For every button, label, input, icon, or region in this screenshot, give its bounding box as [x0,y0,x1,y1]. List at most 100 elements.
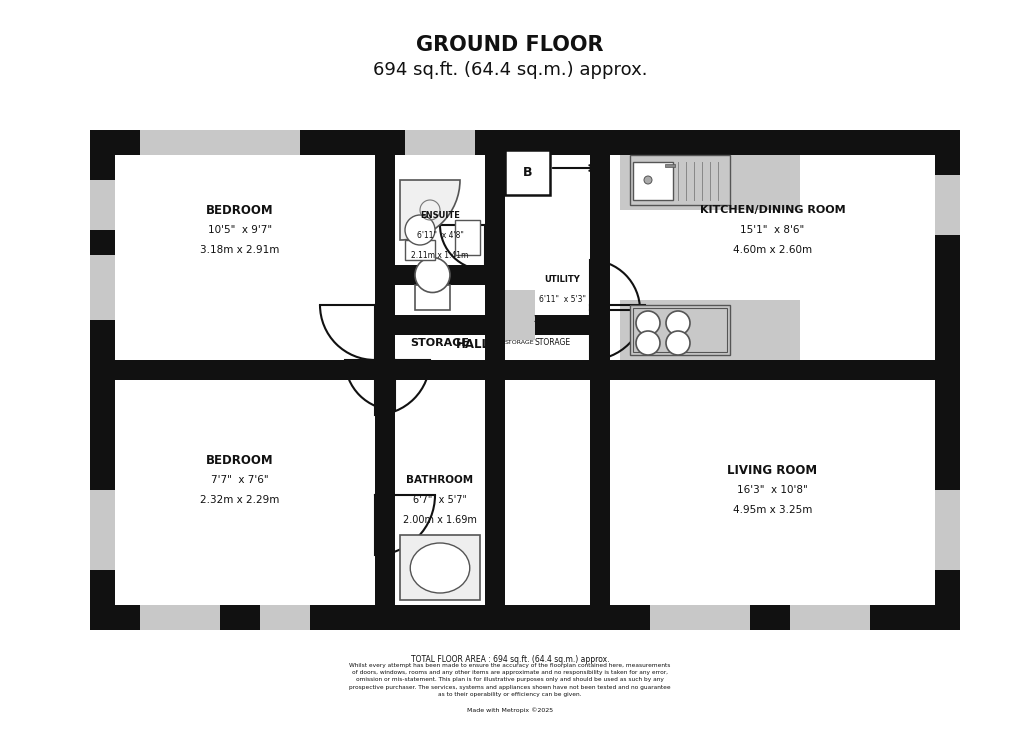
Bar [90,605,959,630]
Ellipse shape [410,543,470,593]
Bar [394,265,484,285]
Bar [504,315,589,335]
Bar [504,150,549,195]
Bar [394,380,484,605]
Ellipse shape [405,215,434,245]
Bar [90,130,959,630]
Bar [260,605,310,630]
Bar [633,308,727,352]
Text: HALL: HALL [455,338,489,352]
Text: STORAGE: STORAGE [504,340,534,345]
Bar [504,155,589,360]
Bar [140,130,300,155]
Bar [620,300,799,360]
Bar [375,495,394,555]
Bar [90,260,115,320]
Bar [664,164,675,167]
Bar [115,380,375,605]
Text: 16'3"  x 10'8": 16'3" x 10'8" [737,485,807,495]
Bar [375,295,394,350]
Bar [620,155,799,210]
Wedge shape [399,180,460,240]
Text: 2.11m x 1.60m: 2.11m x 1.60m [533,316,591,325]
Bar [609,360,934,380]
Text: BATHROOM: BATHROOM [406,475,473,485]
Bar [394,315,484,335]
Bar [140,605,220,630]
Bar [609,380,934,605]
Text: B: B [522,166,532,179]
Text: 4.95m x 3.25m: 4.95m x 3.25m [732,505,811,515]
Bar [140,605,239,632]
Text: 2.11m x 1.41m: 2.11m x 1.41m [411,251,468,260]
Bar [405,240,434,260]
Text: BEDROOM: BEDROOM [206,454,273,466]
Bar [484,130,504,630]
Bar [630,125,790,155]
Circle shape [665,311,689,335]
Bar [90,130,959,155]
Bar [589,130,609,630]
Text: 6'11"  x 4'8": 6'11" x 4'8" [416,230,463,239]
Bar [90,180,115,230]
Text: ENSUITE: ENSUITE [420,211,460,220]
Bar [504,335,589,360]
Bar [90,490,115,570]
Bar [630,305,730,355]
Bar [115,360,375,380]
Text: 2.00m x 1.69m: 2.00m x 1.69m [403,515,477,525]
Ellipse shape [415,257,449,292]
Text: STORAGE: STORAGE [534,338,570,347]
Bar [375,130,394,630]
Bar [415,285,449,310]
Bar [904,360,959,380]
Bar [504,360,589,380]
Bar [934,175,959,235]
Bar [399,535,480,600]
Bar [934,180,964,230]
Bar [160,125,280,155]
Bar [90,255,115,305]
Bar [90,130,115,630]
Bar [504,290,535,340]
Bar [934,180,959,255]
Text: 4.60m x 2.60m: 4.60m x 2.60m [733,245,811,255]
Text: 6'11"  x 5'3": 6'11" x 5'3" [538,296,586,304]
Bar [649,605,749,630]
Bar [589,295,609,350]
Text: 2.32m x 2.29m: 2.32m x 2.29m [200,495,279,505]
Text: BEDROOM: BEDROOM [206,203,273,217]
Bar [914,320,934,360]
Bar [633,162,673,200]
Bar [790,605,869,630]
Bar [115,155,375,360]
Text: 6'7"  x 5'7": 6'7" x 5'7" [413,495,467,505]
Bar [394,360,484,380]
Circle shape [643,176,651,184]
Text: GROUND FLOOR: GROUND FLOOR [416,35,603,55]
Text: 15'1"  x 8'6": 15'1" x 8'6" [740,225,804,235]
Bar [375,495,394,555]
Text: 10'5"  x 9'7": 10'5" x 9'7" [208,225,272,235]
Text: TOTAL FLOOR AREA : 694 sq.ft. (64.4 sq.m.) approx.: TOTAL FLOOR AREA : 694 sq.ft. (64.4 sq.m… [411,656,608,664]
Circle shape [665,331,689,355]
Bar [415,125,465,155]
Bar [654,605,735,632]
Text: UTILITY: UTILITY [544,275,580,284]
Text: LIVING ROOM: LIVING ROOM [727,464,817,476]
Bar [394,335,589,360]
Circle shape [636,311,659,335]
Text: KITCHEN/DINING ROOM: KITCHEN/DINING ROOM [699,205,845,215]
Text: 3.18m x 2.91m: 3.18m x 2.91m [200,245,279,255]
Bar [394,155,484,265]
Bar [609,155,934,360]
Bar [630,155,730,205]
Text: STORAGE: STORAGE [410,338,469,347]
Bar [454,220,480,255]
Text: 694 sq.ft. (64.4 sq.m.) approx.: 694 sq.ft. (64.4 sq.m.) approx. [372,61,647,79]
Text: 7'7"  x 7'6": 7'7" x 7'6" [211,475,269,485]
Bar [394,335,484,360]
Bar [90,185,115,220]
Text: Whilst every attempt has been made to ensure the accuracy of the floorplan conta: Whilst every attempt has been made to en… [348,663,671,698]
Circle shape [636,331,659,355]
